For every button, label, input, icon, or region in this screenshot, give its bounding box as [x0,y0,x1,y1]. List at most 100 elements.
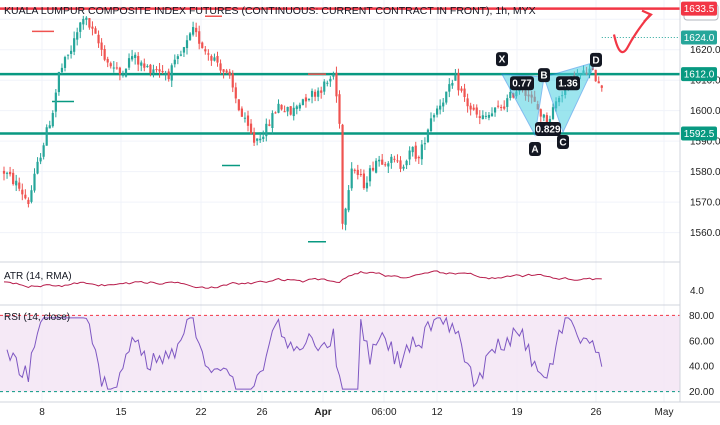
candle-body [371,167,375,171]
candle-body [106,58,109,63]
point-a-box [529,142,541,157]
level-tag-1592.5 [681,126,717,141]
candle-body [243,117,247,119]
candle-body [375,160,378,173]
candle-body [335,72,338,97]
chart-title: KUALA LUMPUR COMPOSITE INDEX FUTURES (CO… [4,5,536,17]
y-tick: 1570.0 [690,198,720,209]
point-d-box [590,52,602,67]
candle-body [192,27,195,35]
candle-body [484,115,487,117]
candle-body [109,63,112,67]
projection-arrowhead [641,9,653,23]
ratio-xab: 0.77 [512,79,532,90]
candle-body [292,107,295,117]
candle-body [503,106,506,109]
candle-body [237,99,240,111]
candle-body [368,168,372,182]
harmonic-pattern: X A B C D 0.77 0.829 1.36 [496,9,653,157]
candle-body [432,115,436,118]
point-a: A [531,145,538,156]
candle-body [103,49,106,60]
candle-body [231,73,234,88]
candle-body [332,74,335,77]
candle-body [338,94,341,124]
x-tick: May [655,407,674,418]
candle-body [390,156,393,163]
y-tick: 1590.0 [690,137,720,148]
candle-body [94,28,97,34]
point-c: C [559,138,566,149]
candle-body [112,67,115,69]
candle-body [378,159,381,162]
candle-body [411,146,414,153]
candle-body [155,69,158,71]
candle-body [12,172,15,185]
candle-body [210,56,213,61]
candle-body [149,64,152,74]
candle-body [45,127,48,146]
candle-body [283,111,286,113]
candle-body [179,54,182,56]
candle-body [256,138,259,141]
candle-body [436,108,439,115]
candle-body [600,85,603,88]
candle-body [30,190,33,202]
ratio-bcd-box [556,76,580,91]
candle-body [234,87,237,99]
atr-label[interactable]: ATR (14, RMA) [4,271,72,282]
price-axis[interactable]: 1560.0 1570.0 1580.0 1590.0 1600.0 1610.0 1620… [689,45,720,398]
candle-body [91,26,94,29]
candle-body [82,18,85,25]
candle-body [423,143,426,145]
candle-body [445,91,448,103]
candle-body [301,99,304,106]
candle-body [381,159,384,165]
level-tag-1633.5 [681,1,717,16]
candle-body [487,114,491,118]
candle-body [76,32,79,40]
candle-body [350,168,353,189]
candle-body [24,194,27,199]
candle-body [396,160,399,162]
candle-body [329,78,332,82]
candle-body [48,125,51,129]
candle-body [472,107,475,110]
candle-body [18,182,21,189]
candle-body [173,59,176,65]
candle-body [545,115,548,127]
candle-body [185,40,189,49]
candle-body [63,57,67,68]
candle-body [457,73,460,91]
candle-body [356,169,359,175]
y-tick: 1620.0 [690,45,720,56]
candle-body [42,145,45,157]
projection-arrow [612,13,651,54]
candle-body [463,88,466,98]
x-tick: 06:00 [371,407,396,418]
rsi-label[interactable]: RSI (14, close) [4,312,70,323]
candle-body [167,71,170,80]
candle-body [265,123,268,137]
candle-body [417,156,420,159]
candle-body [493,107,497,113]
candle-body [85,17,88,20]
candle-body [66,54,70,56]
candle-body [140,62,143,66]
candle-body [146,66,149,68]
candle-body [454,75,457,81]
candle-body [188,33,192,41]
candle-body [170,65,173,81]
time-axis[interactable]: 8 15 22 26 Apr 06:00 12 19 26 May [39,407,673,418]
candle-body [478,116,481,118]
point-d: D [592,55,599,66]
candle-body [246,115,250,126]
candle-body [594,69,597,82]
candle-body [207,53,210,55]
price-tags: 1633.5 1612.0 1592.5 1624.0 [681,1,717,141]
candle-body [429,118,433,131]
candle-body [88,18,91,28]
candle-body [451,82,454,86]
candle-body [341,124,344,224]
